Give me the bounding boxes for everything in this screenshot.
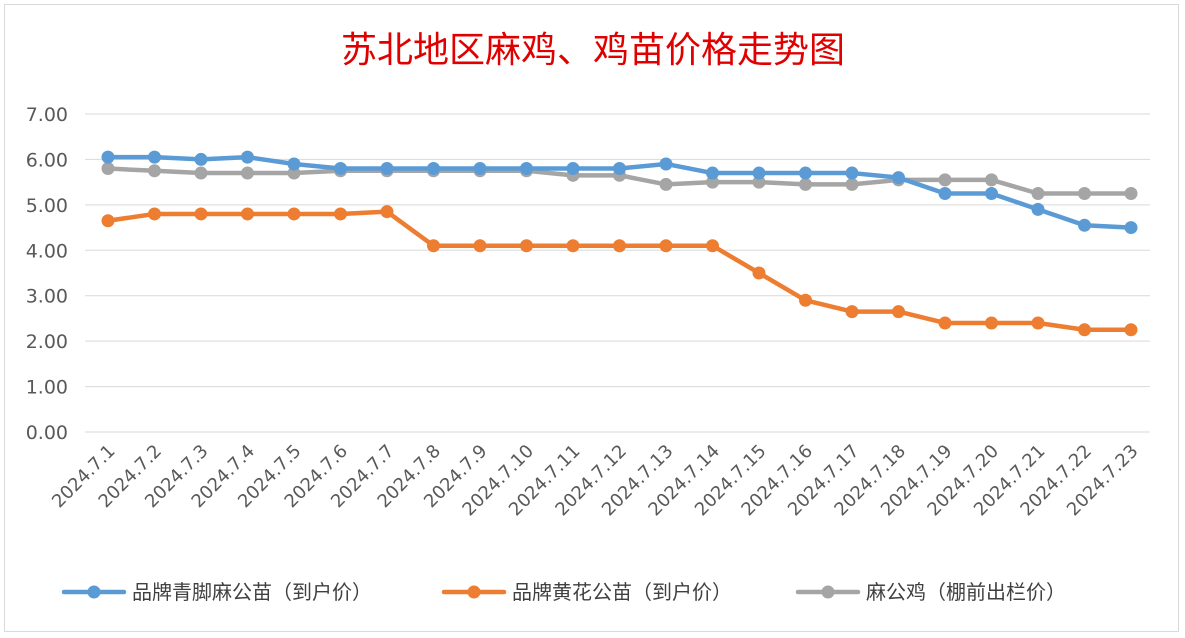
data-point [241,207,254,221]
data-point [287,157,301,171]
y-tick-label: 7.00 [26,104,68,126]
data-point [985,187,998,200]
data-point [1031,187,1045,200]
data-point [380,162,394,176]
data-point [101,214,115,228]
data-point [334,207,347,221]
legend-swatch-marker [87,585,101,599]
y-tick-label: 6.00 [26,149,68,171]
data-point [938,316,952,330]
data-point [1031,202,1045,216]
data-point [1078,218,1091,232]
chart-title: 苏北地区麻鸡、鸡苗价格走势图 [341,30,845,71]
data-point [659,177,673,191]
legend: 品牌青脚麻公苗（到户价） 品牌黄花公苗（到户价） 麻公鸡（棚前出栏价） [61,580,1066,604]
data-point [938,187,952,200]
data-point [845,166,859,180]
data-point [241,150,254,164]
data-point [799,166,812,180]
data-point [287,166,301,180]
data-point [194,152,208,166]
data-point [799,293,812,307]
data-point [706,239,719,253]
data-point [613,239,626,253]
data-point [752,175,766,189]
legend-item: 麻公鸡（棚前出栏价） [795,580,1066,604]
data-point [148,207,161,221]
data-point [659,239,673,253]
data-point [148,150,161,164]
series-1 [101,150,1138,235]
data-point [334,162,347,176]
data-point [706,175,719,189]
data-point [1124,323,1138,337]
legend-swatch-marker [821,585,835,599]
data-point [845,177,859,191]
series-2 [101,205,1138,337]
data-point [892,171,905,185]
data-point [380,205,394,219]
y-axis-ticks: 0.00 1.00 2.00 3.00 4.00 5.00 6.00 7.00 [26,104,68,444]
data-point [752,166,766,180]
legend-swatch-marker [467,585,481,599]
data-point [706,166,719,180]
data-point [473,162,487,176]
data-point [1078,323,1091,337]
data-point [985,316,998,330]
x-axis-ticks: 2024.7.12024.7.22024.7.32024.7.42024.7.5… [48,441,1143,521]
legend-label: 品牌青脚麻公苗（到户价） [132,580,372,604]
y-tick-label: 5.00 [26,195,68,217]
data-point [752,266,766,280]
data-point [241,166,254,180]
data-point [427,239,440,253]
legend-item: 品牌黄花公苗（到户价） [441,580,732,604]
y-tick-label: 0.00 [26,422,68,444]
data-point [520,239,533,253]
data-point [1124,221,1138,235]
y-tick-label: 1.00 [26,377,68,399]
data-point [148,164,161,178]
data-point [101,150,115,164]
data-point [613,162,626,176]
y-tick-label: 3.00 [26,286,68,308]
data-point [287,207,301,221]
data-point [194,207,208,221]
data-point [938,173,952,187]
data-point [427,162,440,176]
data-point [520,162,533,176]
data-point [659,157,673,171]
data-point [566,239,580,253]
data-point [1031,316,1045,330]
data-point [1078,187,1091,200]
data-point [473,239,487,253]
y-tick-label: 4.00 [26,240,68,262]
series-group [101,150,1138,337]
data-point [892,305,905,319]
series-line [105,209,1134,333]
y-tick-label: 2.00 [26,331,68,353]
data-point [799,177,812,191]
data-point [985,173,998,187]
data-point [194,166,208,180]
data-point [845,305,859,319]
data-point [566,162,580,176]
legend-item: 品牌青脚麻公苗（到户价） [61,580,372,604]
legend-label: 品牌黄花公苗（到户价） [512,580,732,604]
chart-frame [4,4,1179,632]
legend-label: 麻公鸡（棚前出栏价） [866,580,1066,604]
data-point [101,162,115,176]
data-point [1124,187,1138,200]
